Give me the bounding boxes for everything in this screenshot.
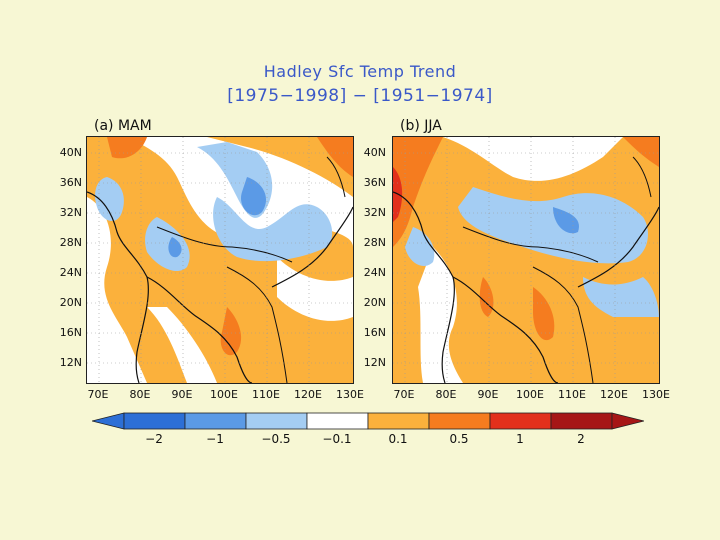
lat-label-b: 16N <box>363 326 386 339</box>
lat-label-b: 36N <box>363 176 386 189</box>
colorbar-label: −0.5 <box>261 432 291 446</box>
lon-label-a: 130E <box>336 388 364 401</box>
lat-label-a: 24N <box>59 266 82 279</box>
lat-label-b: 28N <box>363 236 386 249</box>
lat-label-a: 36N <box>59 176 82 189</box>
colorbar-label: 0.1 <box>388 432 408 446</box>
lon-label-b: 120E <box>600 388 628 401</box>
lon-label-a: 100E <box>210 388 238 401</box>
chart-title: Hadley Sfc Temp Trend <box>263 62 457 81</box>
lat-label-a: 32N <box>59 206 82 219</box>
lon-label-a: 70E <box>87 388 109 401</box>
lat-label-a: 28N <box>59 236 82 249</box>
lat-label-b: 24N <box>363 266 386 279</box>
colorbar-segment <box>550 412 613 430</box>
colorbar-label: 1 <box>516 432 524 446</box>
lon-label-b: 90E <box>477 388 499 401</box>
lon-label-a: 110E <box>252 388 280 401</box>
map-panel-mam <box>86 136 354 384</box>
panel-b-label: (b) JJA <box>400 118 442 134</box>
lon-label-b: 80E <box>435 388 457 401</box>
lon-label-a: 90E <box>171 388 193 401</box>
lon-label-a: 80E <box>129 388 151 401</box>
colorbar-label: −1 <box>206 432 224 446</box>
colorbar-segment <box>428 412 491 430</box>
lat-label-b: 40N <box>363 146 386 159</box>
colorbar-segment <box>367 412 430 430</box>
colorbar-label: 2 <box>577 432 585 446</box>
lon-label-b: 110E <box>558 388 586 401</box>
lat-label-a: 16N <box>59 326 82 339</box>
colorbar-arrow-right <box>611 412 644 430</box>
colorbar-label: 0.5 <box>449 432 469 446</box>
colorbar-label: −0.1 <box>322 432 352 446</box>
lat-label-b: 20N <box>363 296 386 309</box>
lon-label-b: 130E <box>642 388 670 401</box>
colorbar-segment <box>123 412 186 430</box>
chart-subtitle: [1975−1998] − [1951−1974] <box>227 86 493 106</box>
lat-label-a: 12N <box>59 356 82 369</box>
lat-label-a: 20N <box>59 296 82 309</box>
colorbar-arrow-left <box>92 412 125 430</box>
panel-a-label: (a) MAM <box>94 118 152 134</box>
lon-label-a: 120E <box>294 388 322 401</box>
lat-label-a: 40N <box>59 146 82 159</box>
colorbar-segment <box>306 412 369 430</box>
lon-label-b: 70E <box>393 388 415 401</box>
lat-label-b: 32N <box>363 206 386 219</box>
map-panel-jja <box>392 136 660 384</box>
lat-label-b: 12N <box>363 356 386 369</box>
colorbar-label: −2 <box>145 432 163 446</box>
colorbar-segment <box>184 412 247 430</box>
colorbar-segment <box>489 412 552 430</box>
lon-label-b: 100E <box>516 388 544 401</box>
colorbar-segment <box>245 412 308 430</box>
colorbar <box>92 412 644 430</box>
